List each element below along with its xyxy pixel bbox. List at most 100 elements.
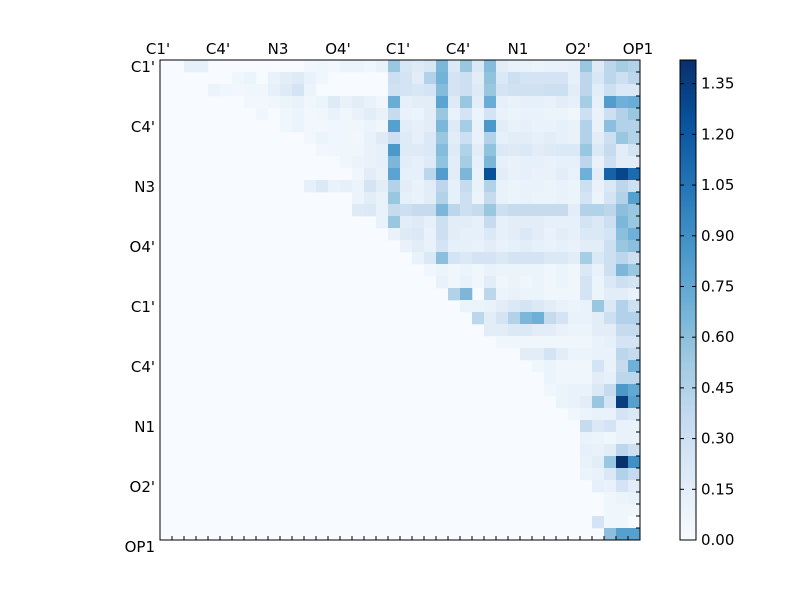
heatmap-cell xyxy=(400,120,413,133)
heatmap-cell xyxy=(592,288,605,301)
heatmap-cell xyxy=(400,168,413,181)
heatmap-cell xyxy=(604,396,617,409)
heatmap-cell xyxy=(532,360,545,373)
heatmap-cell xyxy=(412,132,425,145)
heatmap-cell xyxy=(472,180,485,193)
heatmap-cell xyxy=(568,132,581,145)
heatmap-cell xyxy=(412,216,425,229)
heatmap-cell xyxy=(412,168,425,181)
heatmap-cell xyxy=(400,84,413,97)
heatmap-cell xyxy=(436,168,449,181)
heatmap-cell xyxy=(628,360,641,373)
heatmap-cell xyxy=(604,528,617,541)
heatmap-cell xyxy=(604,84,617,97)
heatmap-cell xyxy=(400,72,413,85)
heatmap-cell xyxy=(460,228,473,241)
heatmap-cell xyxy=(328,144,341,157)
heatmap-cell xyxy=(616,168,629,181)
heatmap-cell xyxy=(544,228,557,241)
heatmap-cell xyxy=(472,144,485,157)
heatmap-cell xyxy=(544,120,557,133)
heatmap-cell xyxy=(352,156,365,169)
heatmap-cell xyxy=(448,192,461,205)
heatmap-cell xyxy=(616,312,629,325)
heatmap-cell xyxy=(508,156,521,169)
heatmap-cell xyxy=(592,408,605,421)
heatmap-cell xyxy=(316,60,329,73)
heatmap-cell xyxy=(616,420,629,433)
heatmap-cell xyxy=(520,228,533,241)
heatmap-cell xyxy=(556,252,569,265)
heatmap-cell xyxy=(568,96,581,109)
heatmap-cell xyxy=(616,252,629,265)
heatmap-cell xyxy=(484,120,497,133)
heatmap-cell xyxy=(448,84,461,97)
heatmap-cell xyxy=(508,84,521,97)
heatmap-cell xyxy=(616,240,629,253)
heatmap-cell xyxy=(532,60,545,73)
heatmap-cell xyxy=(616,360,629,373)
heatmap-cell xyxy=(616,156,629,169)
heatmap-cell xyxy=(472,240,485,253)
heatmap-cell xyxy=(604,132,617,145)
heatmap-cell xyxy=(568,204,581,217)
heatmap-cell xyxy=(628,492,641,505)
heatmap-cell xyxy=(304,96,317,109)
heatmap-cell xyxy=(616,288,629,301)
heatmap-cell xyxy=(604,408,617,421)
y-tick-label: OP1 xyxy=(125,538,155,556)
heatmap-cell xyxy=(628,108,641,121)
heatmap-cell xyxy=(412,96,425,109)
heatmap-cell xyxy=(568,372,581,385)
y-tick-label: O2' xyxy=(130,478,155,496)
heatmap-cell xyxy=(616,444,629,457)
heatmap-cell xyxy=(592,432,605,445)
heatmap-cell xyxy=(604,108,617,121)
heatmap-cell xyxy=(508,228,521,241)
heatmap-cell xyxy=(460,120,473,133)
heatmap-cell xyxy=(628,528,641,541)
heatmap-cell xyxy=(580,204,593,217)
heatmap-cell xyxy=(616,132,629,145)
heatmap-cell xyxy=(472,132,485,145)
heatmap-cell xyxy=(580,252,593,265)
heatmap-cell xyxy=(604,336,617,349)
heatmap-cell xyxy=(604,168,617,181)
y-tick-label: N1 xyxy=(134,418,155,436)
heatmap-cell xyxy=(580,96,593,109)
heatmap-cell xyxy=(496,216,509,229)
heatmap-cell xyxy=(520,84,533,97)
heatmap-cell xyxy=(280,120,293,133)
heatmap-cell xyxy=(364,192,377,205)
heatmap-cell xyxy=(508,312,521,325)
heatmap-cell xyxy=(568,336,581,349)
heatmap-cell xyxy=(604,60,617,73)
heatmap-cell xyxy=(520,132,533,145)
heatmap-cell xyxy=(316,96,329,109)
heatmap-cell xyxy=(628,240,641,253)
heatmap-cell xyxy=(544,240,557,253)
heatmap-cell xyxy=(580,468,593,481)
heatmap-cell xyxy=(496,144,509,157)
heatmap-cell xyxy=(604,516,617,529)
heatmap-cell xyxy=(484,156,497,169)
heatmap-cell xyxy=(532,96,545,109)
heatmap-cell xyxy=(544,156,557,169)
colorbar-ticks: 0.00 0.15 0.30 0.45 0.60 0.75 0.90 1.05 1.20 1.35 xyxy=(680,75,734,549)
heatmap-cell xyxy=(436,252,449,265)
heatmap-cell xyxy=(580,384,593,397)
heatmap-cell xyxy=(544,180,557,193)
heatmap-cell xyxy=(532,348,545,361)
heatmap-cell xyxy=(472,120,485,133)
heatmap-cell xyxy=(592,264,605,277)
heatmap-cell xyxy=(196,60,209,73)
y-tick-label: N3 xyxy=(134,178,155,196)
heatmap-cell xyxy=(424,180,437,193)
heatmap-cell xyxy=(316,120,329,133)
heatmap-cell xyxy=(484,132,497,145)
heatmap-cell xyxy=(604,324,617,337)
heatmap-cell xyxy=(388,84,401,97)
heatmap-cell xyxy=(280,108,293,121)
heatmap-cell xyxy=(532,240,545,253)
heatmap-cell xyxy=(592,312,605,325)
